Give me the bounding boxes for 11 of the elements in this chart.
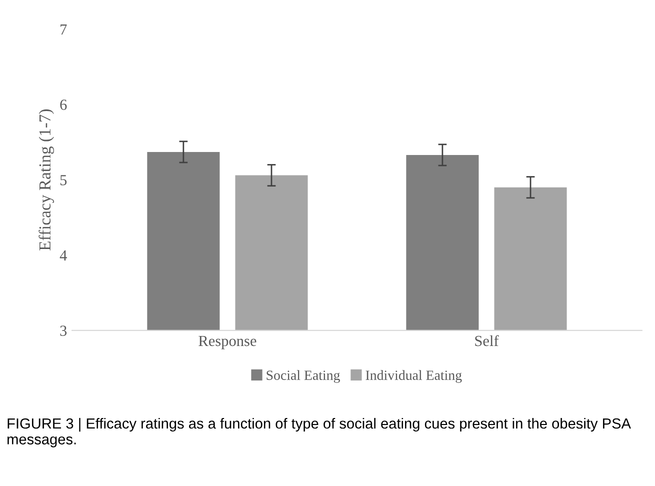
y-tick-label: 4: [60, 250, 67, 260]
y-tick-label: 6: [60, 100, 67, 110]
y-tick-label: 7: [60, 24, 67, 34]
x-tick-label: Self: [475, 335, 499, 346]
caption: FIGURE 3 | Efficacy ratings as a function of type of social eating cues present in the obesity PSA messages.: [8, 418, 631, 448]
y-axis-title: Efficacy Rating (1-7): [38, 109, 54, 250]
legend-label: Individual Eating: [366, 370, 462, 383]
legend-label: Social Eating: [266, 370, 340, 383]
x-tick-label: Response: [198, 336, 256, 350]
y-tick-label: 5: [60, 175, 67, 186]
y-tick-label: 3: [60, 326, 67, 336]
